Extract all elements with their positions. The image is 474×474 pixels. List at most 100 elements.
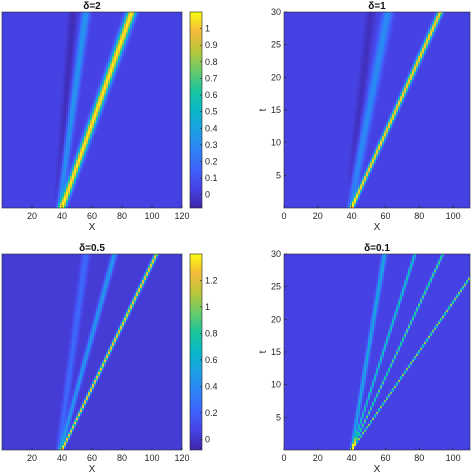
heat-cell <box>70 20 72 22</box>
heat-cell <box>56 432 58 434</box>
heat-cell <box>144 284 146 286</box>
heat-cell <box>86 128 88 130</box>
heat-cell <box>76 422 78 424</box>
heat-cell <box>364 170 366 172</box>
heat-cell <box>350 148 352 150</box>
heat-cell <box>70 382 72 384</box>
heat-cell <box>384 142 386 144</box>
heat-cell <box>388 328 390 330</box>
heat-cell <box>426 288 428 290</box>
heat-cell <box>88 352 90 354</box>
heat-cell <box>72 40 74 42</box>
heat-cell <box>364 138 366 140</box>
heat-cell <box>384 58 386 60</box>
heat-cell <box>364 148 366 150</box>
heat-cell <box>78 304 80 306</box>
heat-cell <box>366 68 368 70</box>
heat-cell <box>378 278 380 280</box>
heat-cell <box>384 134 386 136</box>
heat-cell <box>362 74 364 76</box>
heat-cell <box>132 32 134 34</box>
heat-cell <box>442 256 444 258</box>
heat-cell <box>108 54 110 56</box>
heat-cell <box>60 402 62 404</box>
heat-cell <box>122 328 124 330</box>
heat-cell <box>376 364 378 366</box>
heat-cell <box>370 104 372 106</box>
heat-cell <box>380 22 382 24</box>
heat-cell <box>68 364 70 366</box>
heat-cell <box>76 60 78 62</box>
heat-cell <box>68 124 70 126</box>
heat-cell <box>82 254 84 256</box>
heat-cell <box>378 304 380 306</box>
heat-cell <box>132 18 134 20</box>
heat-cell <box>372 72 374 74</box>
heat-cell <box>370 80 372 82</box>
heat-cell <box>418 48 420 50</box>
heat-cell <box>350 162 352 164</box>
heat-cell <box>368 172 370 174</box>
heat-cell <box>94 308 96 310</box>
heat-cell <box>384 350 386 352</box>
heat-cell <box>354 184 356 186</box>
heat-cell <box>70 52 72 54</box>
heat-cell <box>408 322 410 324</box>
heat-cell <box>118 334 120 336</box>
heat-cell <box>124 312 126 314</box>
heat-cell <box>68 88 70 90</box>
heat-cell <box>60 442 62 444</box>
heat-cell <box>380 148 382 150</box>
heat-cell <box>76 392 78 394</box>
heat-cell <box>424 296 426 298</box>
heat-cell <box>86 30 88 32</box>
heat-cell <box>402 100 404 102</box>
heat-cell <box>416 66 418 68</box>
heat-cell <box>58 160 60 162</box>
heat-cell <box>382 136 384 138</box>
heat-cell <box>74 126 76 128</box>
heat-cell <box>66 94 68 96</box>
heat-cell <box>362 100 364 102</box>
heat-cell <box>102 92 104 94</box>
heat-cell <box>360 88 362 90</box>
heat-cell <box>392 22 394 24</box>
heat-cell <box>372 20 374 22</box>
heat-cell <box>374 66 376 68</box>
heat-cell <box>402 376 404 378</box>
heat-cell <box>360 374 362 376</box>
heat-cell <box>364 118 366 120</box>
heat-cell <box>418 56 420 58</box>
heat-cell <box>378 60 380 62</box>
heat-cell <box>364 150 366 152</box>
heat-cell <box>118 62 120 64</box>
heat-cell <box>372 342 374 344</box>
heat-cell <box>68 158 70 160</box>
heat-cell <box>410 320 412 322</box>
heat-cell <box>398 350 400 352</box>
heat-cell <box>354 120 356 122</box>
heat-cell <box>82 256 84 258</box>
heat-cell <box>382 42 384 44</box>
heat-cell <box>82 266 84 268</box>
heat-cell <box>66 420 68 422</box>
heat-cell <box>68 90 70 92</box>
heat-cell <box>66 78 68 80</box>
heat-cell <box>370 20 372 22</box>
heat-cell <box>440 316 442 318</box>
heat-cell <box>136 16 138 18</box>
heat-cell <box>98 104 100 106</box>
heat-cell <box>380 268 382 270</box>
heat-cell <box>430 42 432 44</box>
heat-cell <box>426 42 428 44</box>
heat-cell <box>100 298 102 300</box>
heat-cell <box>72 330 74 332</box>
heat-cell <box>408 272 410 274</box>
heat-cell <box>66 132 68 134</box>
heat-cell <box>144 270 146 272</box>
heat-cell <box>378 56 380 58</box>
heat-cell <box>80 162 82 164</box>
heat-cell <box>406 276 408 278</box>
heat-cell <box>388 14 390 16</box>
heat-cell <box>112 266 114 268</box>
